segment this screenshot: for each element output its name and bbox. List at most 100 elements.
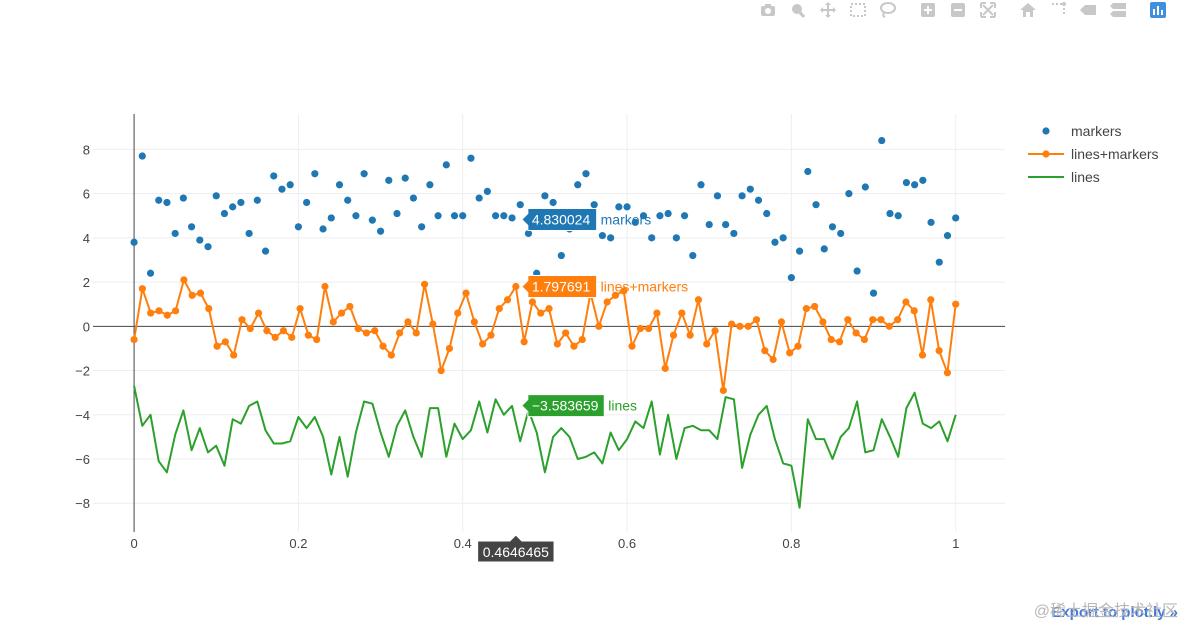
data-point-lines-markers[interactable] [794, 342, 802, 350]
data-point-lines-markers[interactable] [545, 305, 553, 313]
data-point-lines-markers[interactable] [611, 291, 620, 299]
data-point-lines-markers[interactable] [811, 302, 819, 311]
data-point-markers[interactable] [409, 194, 418, 202]
data-point-markers[interactable] [500, 212, 508, 220]
data-point-lines-markers[interactable] [719, 386, 727, 395]
data-point-markers[interactable] [442, 161, 450, 169]
data-point-lines-markers[interactable] [205, 305, 213, 313]
data-point-markers[interactable] [722, 220, 730, 229]
data-point-markers[interactable] [664, 209, 672, 218]
data-point-markers[interactable] [730, 229, 738, 238]
data-point-lines-markers[interactable] [246, 324, 254, 333]
data-point-markers[interactable] [426, 181, 434, 189]
data-point-lines-markers[interactable] [296, 305, 304, 313]
data-point-markers[interactable] [911, 181, 919, 189]
data-point-lines-markers[interactable] [902, 298, 910, 306]
zoom-in-icon[interactable] [916, 0, 940, 20]
data-point-markers[interactable] [368, 216, 376, 224]
data-point-lines-markers[interactable] [337, 309, 346, 317]
data-point-lines-markers[interactable] [819, 318, 827, 326]
data-point-markers[interactable] [163, 198, 171, 207]
data-point-lines-markers[interactable] [445, 344, 454, 353]
legend-label[interactable]: markers [1071, 123, 1122, 139]
data-point-lines-markers[interactable] [777, 318, 786, 326]
data-point-lines-markers[interactable] [180, 276, 188, 284]
data-point-lines-markers[interactable] [669, 331, 678, 339]
data-point-markers[interactable] [927, 218, 935, 226]
data-point-markers[interactable] [171, 229, 179, 238]
data-point-lines-markers[interactable] [404, 318, 412, 326]
data-point-markers[interactable] [771, 238, 779, 246]
data-point-markers[interactable] [360, 170, 368, 178]
data-point-lines-markers[interactable] [636, 324, 644, 333]
legend-label[interactable]: lines+markers [1071, 146, 1159, 162]
data-point-markers[interactable] [450, 212, 459, 220]
data-point-lines-markers[interactable] [346, 302, 354, 311]
data-point-lines-markers[interactable] [645, 324, 653, 333]
camera-icon[interactable] [756, 0, 780, 20]
data-point-lines-markers[interactable] [321, 282, 329, 291]
data-point-markers[interactable] [146, 269, 155, 277]
data-point-lines-markers[interactable] [213, 342, 221, 350]
legend-marker[interactable] [1042, 150, 1050, 158]
data-point-markers[interactable] [746, 185, 754, 193]
data-point-markers[interactable] [738, 192, 746, 200]
data-point-markers[interactable] [491, 212, 500, 220]
lasso-icon[interactable] [876, 0, 900, 20]
data-point-lines-markers[interactable] [238, 316, 246, 324]
data-point-lines-markers[interactable] [329, 318, 337, 326]
data-point-markers[interactable] [902, 178, 911, 187]
data-point-lines-markers[interactable] [877, 316, 885, 324]
data-point-lines-markers[interactable] [603, 298, 611, 306]
data-point-markers[interactable] [952, 214, 960, 222]
data-point-markers[interactable] [886, 209, 894, 218]
hover-compare-icon[interactable] [1106, 0, 1130, 20]
data-point-markers[interactable] [574, 181, 582, 189]
data-point-lines-markers[interactable] [786, 349, 794, 357]
data-point-markers[interactable] [689, 251, 697, 260]
data-point-lines-markers[interactable] [396, 329, 404, 337]
data-point-markers[interactable] [787, 274, 795, 282]
data-point-lines-markers[interactable] [852, 329, 860, 337]
data-point-lines-markers[interactable] [703, 340, 711, 348]
data-point-markers[interactable] [352, 212, 360, 220]
data-point-markers[interactable] [196, 236, 204, 244]
data-point-lines-markers[interactable] [620, 287, 628, 295]
data-point-markers[interactable] [319, 225, 327, 233]
data-point-lines-markers[interactable] [429, 320, 437, 328]
data-point-markers[interactable] [812, 201, 820, 209]
data-point-markers[interactable] [763, 209, 771, 218]
data-point-lines-markers[interactable] [470, 318, 478, 326]
data-point-lines-markers[interactable] [860, 335, 869, 344]
data-point-markers[interactable] [795, 247, 804, 255]
data-point-lines-markers[interactable] [387, 351, 395, 359]
data-point-markers[interactable] [385, 176, 393, 184]
data-point-lines-markers[interactable] [844, 316, 852, 324]
data-point-markers[interactable] [639, 212, 648, 220]
data-point-lines-markers[interactable] [196, 289, 205, 297]
data-point-lines-markers[interactable] [578, 335, 586, 344]
data-point-markers[interactable] [270, 172, 278, 180]
data-point-lines-markers[interactable] [155, 307, 163, 315]
data-point-lines-markers[interactable] [138, 285, 146, 293]
data-point-markers[interactable] [278, 185, 286, 193]
data-point-lines-markers[interactable] [230, 351, 238, 359]
data-point-markers[interactable] [376, 227, 385, 235]
data-point-markers[interactable] [837, 229, 845, 238]
data-point-lines-markers[interactable] [412, 329, 420, 337]
data-point-lines-markers[interactable] [437, 366, 445, 375]
spike-lines-icon[interactable] [1046, 0, 1070, 20]
data-point-markers[interactable] [303, 198, 311, 207]
legend-label[interactable]: lines [1071, 169, 1100, 185]
data-point-markers[interactable] [894, 212, 902, 220]
data-point-markers[interactable] [311, 170, 319, 178]
data-point-lines-markers[interactable] [827, 335, 835, 344]
data-point-markers[interactable] [220, 209, 229, 218]
data-point-lines-markers[interactable] [952, 300, 960, 308]
data-point-markers[interactable] [138, 152, 146, 160]
data-point-lines-markers[interactable] [454, 309, 462, 317]
legend-marker[interactable] [1042, 127, 1050, 135]
data-point-lines-markers[interactable] [171, 307, 180, 315]
data-point-markers[interactable] [418, 223, 426, 231]
